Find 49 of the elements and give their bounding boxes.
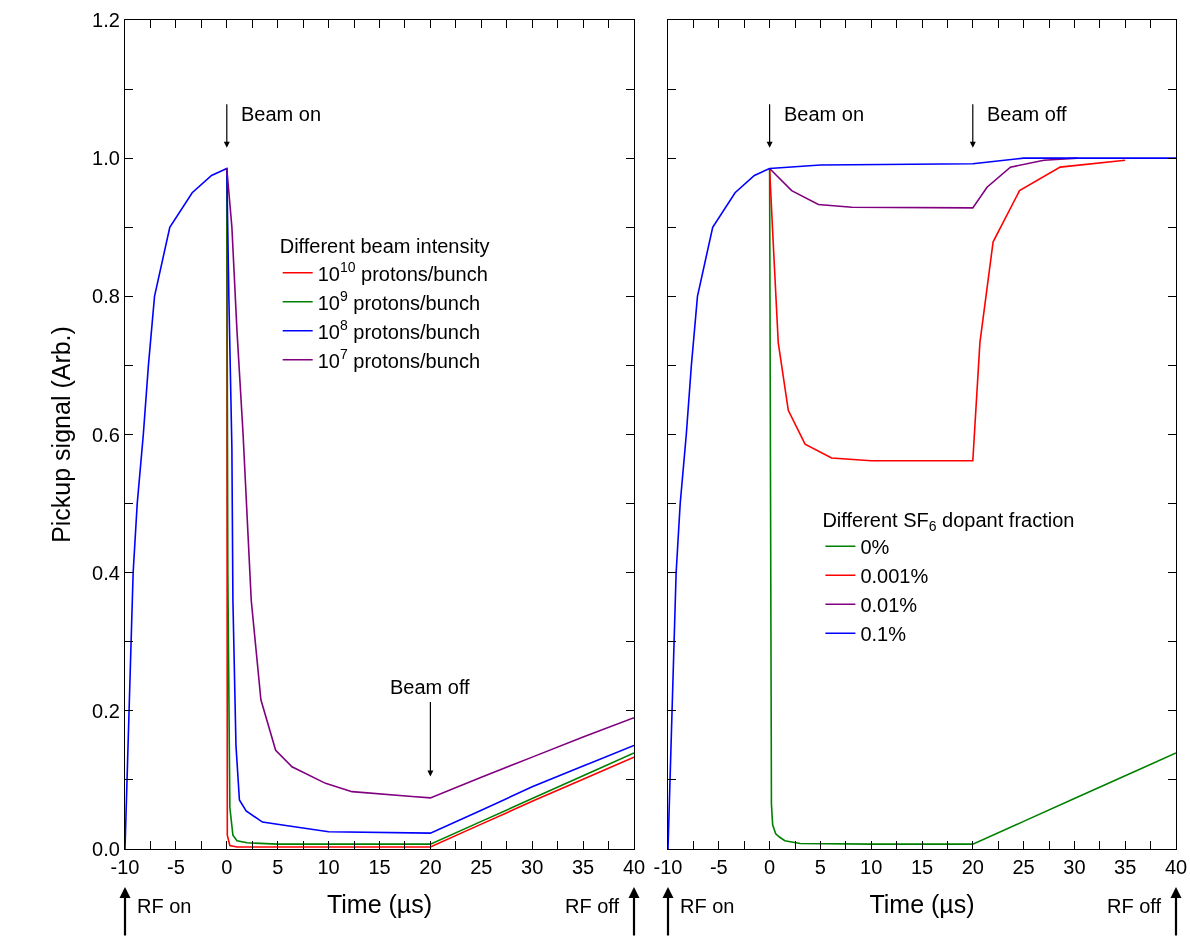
y-tick-label: 0.8 [92, 285, 120, 308]
text: RF on [137, 895, 192, 917]
legend-title: Different SF$_{6}$ dopant fraction [822, 508, 1075, 535]
x-axis-title: Time (µs) [326, 890, 433, 919]
x-tick-label: 25 [470, 856, 493, 879]
legend-label: 0.1% [860, 623, 907, 646]
legend-label: 0.001% [860, 565, 929, 588]
x-tick-label: -5 [709, 856, 728, 879]
x-tick-label: 20 [419, 856, 442, 879]
legend-label: 10$^{7}$ protons/bunch [317, 346, 481, 372]
annotation: Beam off [987, 103, 1068, 125]
x-tick-label: 20 [961, 856, 984, 879]
x-axis-title: Time (µs) [869, 890, 975, 919]
y-axis-title: Pickup signal (Arb.) [46, 326, 75, 543]
text: RF on [680, 895, 735, 917]
x-tick-label: 40 [622, 856, 646, 879]
x-tick-label: 25 [1012, 856, 1035, 879]
x-tick-label: 35 [571, 856, 595, 879]
x-tick-label: 0 [764, 856, 776, 879]
x-tick-label: 15 [910, 856, 934, 879]
legend-label: 10$^{9}$ protons/bunch [317, 288, 481, 314]
y-tick-label: 1.0 [92, 147, 120, 170]
x-tick-label: 10 [860, 856, 883, 879]
legend-title: Different beam intensity [279, 235, 490, 258]
x-tick-label: 35 [1114, 856, 1137, 879]
y-tick-label: 1.2 [92, 9, 120, 31]
legend-label: 10$^{10}$ protons/bunch [317, 259, 488, 285]
x-tick-label: 0 [221, 856, 233, 879]
x-tick-label: 5 [814, 856, 826, 879]
text: RF off [565, 895, 620, 917]
legend-label: 10$^{8}$ protons/bunch [317, 317, 481, 343]
annotation: Beam on [241, 103, 322, 125]
x-tick-label: -5 [167, 856, 185, 879]
text: RF off [1107, 895, 1162, 917]
line-series [125, 167, 634, 849]
x-tick-label: 10 [317, 856, 340, 879]
x-tick-label: 30 [1063, 856, 1086, 879]
x-tick-label: 15 [368, 856, 391, 879]
annotation: Beam on [784, 103, 865, 125]
x-tick-label: 30 [521, 856, 544, 879]
x-tick-label: 40 [1164, 856, 1188, 879]
legend-label: 0% [860, 536, 890, 559]
x-tick-label: -10 [653, 856, 683, 879]
y-tick-label: 0.4 [92, 561, 120, 584]
legend-label: 0.01% [860, 594, 918, 617]
x-tick-label: 5 [272, 856, 284, 879]
y-tick-label: 0.2 [92, 699, 120, 722]
y-tick-label: 0.6 [92, 423, 120, 446]
annotation: Beam off [390, 676, 471, 698]
